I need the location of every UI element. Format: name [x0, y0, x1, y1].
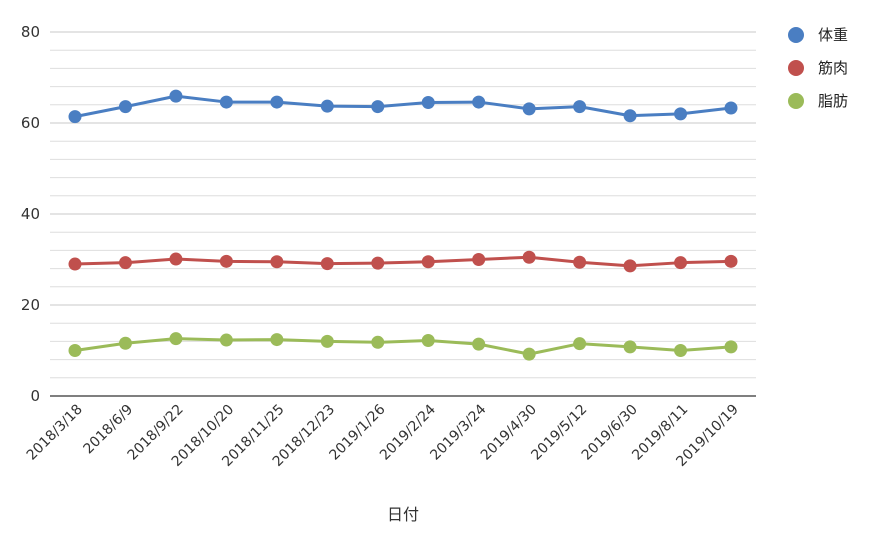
data-point[interactable]: [270, 255, 284, 269]
x-tick-label: 2018/3/18: [24, 402, 86, 464]
legend-label-fat: 脂肪: [818, 92, 849, 110]
data-point[interactable]: [371, 256, 385, 270]
x-axis-label: 日付: [387, 505, 419, 524]
data-point[interactable]: [118, 256, 132, 270]
data-point[interactable]: [724, 101, 738, 115]
data-point[interactable]: [623, 109, 637, 123]
data-point[interactable]: [522, 102, 536, 116]
y-tick-label: 60: [21, 114, 40, 132]
series-1: [68, 250, 738, 273]
y-axis-ticks: 0 20 40 60 80: [21, 23, 40, 405]
data-point[interactable]: [573, 255, 587, 269]
y-tick-label: 0: [30, 387, 40, 405]
series-group: [68, 89, 738, 361]
series-line: [74, 337, 732, 356]
data-point[interactable]: [169, 252, 183, 266]
data-point[interactable]: [219, 254, 233, 268]
data-point[interactable]: [320, 257, 334, 271]
legend-item-fat[interactable]: 脂肪: [788, 84, 848, 117]
data-point[interactable]: [623, 259, 637, 273]
data-point[interactable]: [623, 340, 637, 354]
data-point[interactable]: [68, 110, 82, 124]
grid-lines: [50, 31, 756, 379]
data-point[interactable]: [270, 95, 284, 109]
data-point[interactable]: [472, 253, 486, 266]
legend-label-weight: 体重: [818, 26, 849, 44]
data-point[interactable]: [674, 256, 688, 270]
data-point[interactable]: [522, 250, 536, 264]
data-point[interactable]: [421, 96, 435, 110]
legend-marker-muscle: [788, 59, 804, 76]
series-line: [74, 255, 732, 268]
data-point[interactable]: [674, 107, 688, 121]
legend-marker-weight: [788, 26, 804, 43]
data-point[interactable]: [421, 333, 435, 347]
data-point[interactable]: [573, 100, 587, 114]
data-point[interactable]: [472, 337, 486, 351]
legend-item-muscle[interactable]: 筋肉: [788, 51, 848, 84]
data-point[interactable]: [320, 99, 334, 113]
legend-item-weight[interactable]: 体重: [788, 18, 848, 51]
x-axis-ticks: 2018/3/182018/6/92018/9/222018/10/202018…: [24, 401, 742, 469]
data-point[interactable]: [674, 344, 688, 357]
data-point[interactable]: [219, 333, 233, 347]
data-point[interactable]: [68, 257, 82, 271]
data-point[interactable]: [219, 95, 233, 109]
series-0: [68, 89, 738, 124]
data-point[interactable]: [724, 340, 738, 354]
data-point[interactable]: [320, 334, 334, 348]
legend: 体重 筋肉 脂肪: [788, 18, 848, 117]
data-point[interactable]: [118, 336, 132, 350]
y-tick-label: 40: [21, 205, 40, 223]
data-point[interactable]: [421, 255, 435, 269]
data-point[interactable]: [522, 347, 536, 361]
data-point[interactable]: [472, 95, 486, 109]
series-2: [68, 332, 738, 361]
data-point[interactable]: [169, 89, 183, 103]
data-point[interactable]: [724, 254, 738, 268]
data-point[interactable]: [118, 100, 132, 114]
data-point[interactable]: [169, 332, 183, 346]
legend-label-muscle: 筋肉: [818, 59, 849, 77]
y-tick-label: 80: [21, 23, 40, 41]
legend-marker-fat: [788, 92, 804, 109]
data-point[interactable]: [270, 333, 284, 347]
y-tick-label: 20: [21, 296, 40, 314]
series-line: [74, 94, 732, 119]
data-point[interactable]: [371, 100, 385, 114]
data-point[interactable]: [371, 335, 385, 349]
data-point[interactable]: [68, 344, 82, 357]
data-point[interactable]: [573, 337, 587, 351]
